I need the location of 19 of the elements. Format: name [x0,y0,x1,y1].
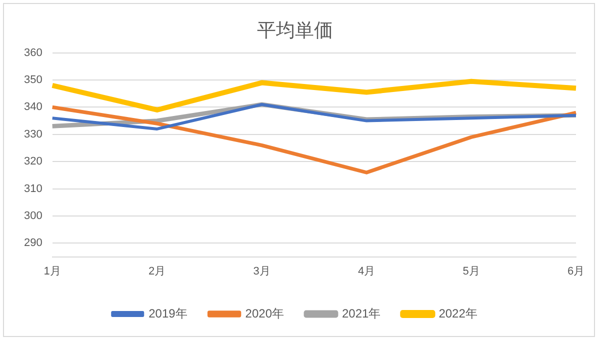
x-tick-label: 3月 [253,265,270,278]
y-tick-label: 350 [24,74,42,86]
y-tick-label: 330 [24,128,42,140]
y-tick-label: 360 [24,46,42,59]
x-tick-label: 1月 [44,265,61,278]
x-tick-label: 4月 [358,265,376,278]
legend-label: 2020年 [245,306,284,320]
y-tick-label: 310 [24,182,42,195]
x-tick-label: 6月 [567,265,585,278]
y-tick-label: 340 [24,101,42,114]
x-tick-label: 2月 [148,265,166,278]
chart-title: 平均単価 [257,20,333,42]
legend-label: 2022年 [438,306,478,320]
legend-label: 2021年 [342,306,381,320]
y-tick-label: 300 [24,210,42,222]
legend-label: 2019年 [148,306,188,320]
y-tick-label: 320 [24,156,42,168]
y-tick-label: 290 [24,237,42,250]
x-tick-label: 5月 [462,265,480,278]
